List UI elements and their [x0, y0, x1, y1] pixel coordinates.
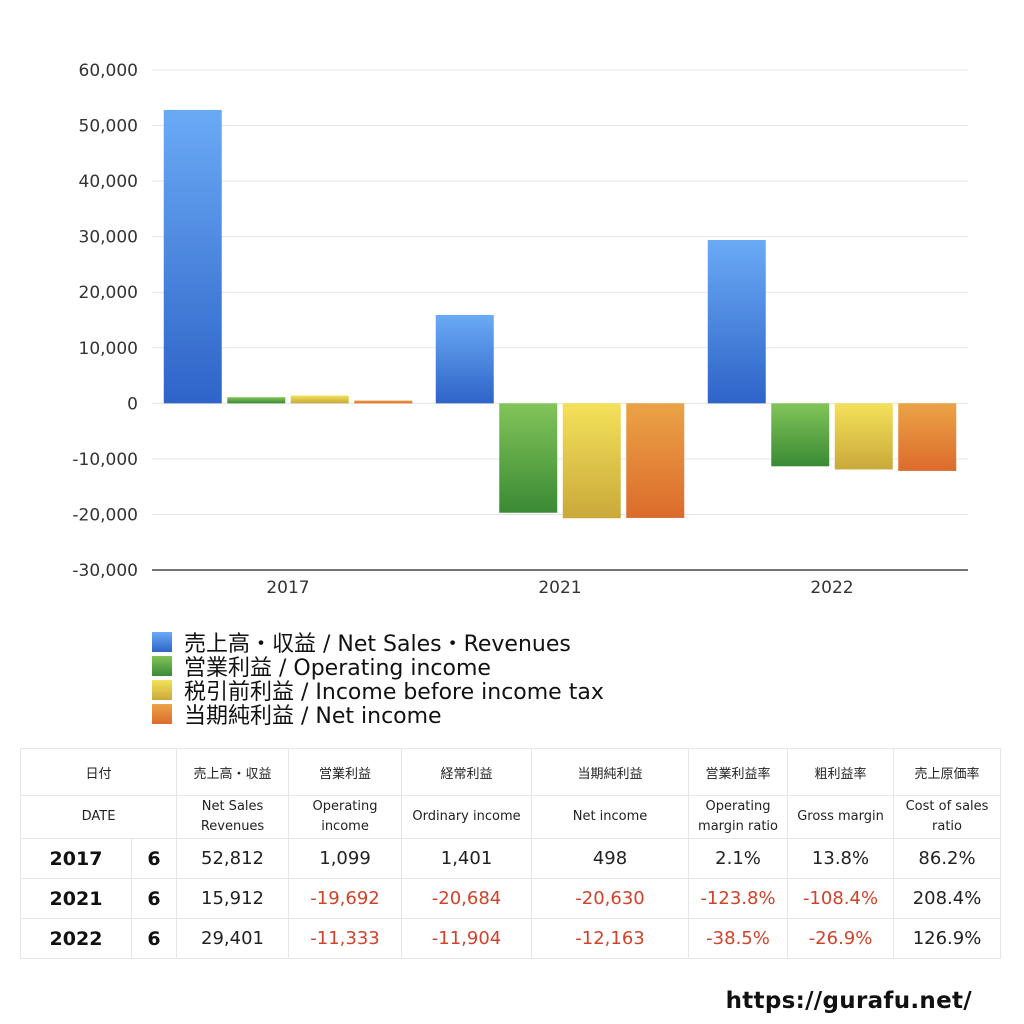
row-month: 6 — [130, 918, 178, 959]
y-tick-label: 10,000 — [79, 339, 138, 359]
y-tick-label: 40,000 — [79, 172, 138, 192]
bar-2022-series-0 — [707, 239, 766, 404]
legend-label-operating-income: 営業利益 / Operating income — [184, 656, 491, 681]
row-month: 6 — [130, 878, 178, 919]
y-tick-label: 0 — [127, 394, 138, 414]
y-tick-label: 30,000 — [79, 228, 138, 248]
cell-value: -38.5% — [688, 918, 789, 959]
table-row: 2021 6 15,912 -19,692 -20,684 -20,630 -1… — [20, 878, 1002, 919]
cell-value: 13.8% — [787, 838, 895, 879]
header-net-sales-en: Net Sales Revenues — [176, 795, 290, 839]
x-tick-label: 2017 — [266, 578, 309, 598]
table-header-row-en: DATE Net Sales Revenues Operating income O… — [19, 795, 1002, 839]
bar-2021-series-3 — [626, 403, 685, 518]
bar-2022-series-2 — [834, 403, 893, 470]
legend-item-operating-income: 営業利益 / Operating income — [152, 654, 604, 681]
cell-value: -11,333 — [288, 918, 403, 959]
cell-value: -12,163 — [531, 918, 690, 959]
legend-swatch-net-sales — [152, 632, 172, 652]
cell-value: -11,904 — [401, 918, 533, 959]
header-ordinary-income-en: Ordinary income — [401, 795, 533, 839]
row-month: 6 — [130, 838, 178, 879]
y-tick-label: -10,000 — [72, 450, 138, 470]
y-tick-label: 60,000 — [79, 61, 138, 81]
cell-value: 2.1% — [688, 838, 789, 879]
x-axis-tick-labels: 2017 2021 2022 — [266, 578, 853, 598]
row-year: 2021 — [20, 878, 132, 919]
header-gross-margin-jp: 粗利益率 — [787, 748, 895, 796]
cell-value: -123.8% — [688, 878, 789, 919]
x-tick-label: 2022 — [810, 578, 853, 598]
header-date-en: DATE — [19, 795, 178, 839]
header-net-income-en: Net income — [531, 795, 690, 839]
header-operating-income-jp: 営業利益 — [288, 748, 403, 796]
bar-2022-series-3 — [898, 403, 957, 471]
header-operating-margin-jp: 営業利益率 — [688, 748, 789, 796]
header-operating-income-en: Operating income — [288, 795, 403, 839]
chart-legend: 売上高・収益 / Net Sales・Revenues 営業利益 / Opera… — [152, 630, 604, 729]
header-date-jp: 日付 — [19, 748, 178, 796]
y-tick-label: 20,000 — [79, 283, 138, 303]
cell-value: 498 — [531, 838, 690, 879]
header-gross-margin-en: Gross margin — [787, 795, 895, 839]
y-axis-tick-labels: 60,000 50,000 40,000 30,000 20,000 10,000 0 -10… — [72, 61, 138, 581]
header-cost-of-sales-jp: 売上原価率 — [893, 748, 1002, 796]
bar-2017-series-1 — [227, 397, 286, 404]
y-tick-label: 50,000 — [79, 117, 138, 137]
bar-2021-series-1 — [499, 403, 558, 513]
header-ordinary-income-jp: 経常利益 — [401, 748, 533, 796]
cell-value: 1,099 — [288, 838, 403, 879]
financial-table: 日付 売上高・収益 営業利益 経常利益 当期純利益 営業利益率 粗利益率 売上原… — [19, 748, 1002, 959]
legend-item-net-income: 当期純利益 / Net income — [152, 702, 604, 729]
row-year: 2022 — [20, 918, 132, 959]
legend-swatch-operating-income — [152, 656, 172, 676]
cell-value: 126.9% — [893, 918, 1002, 959]
cell-value: 208.4% — [893, 878, 1002, 919]
header-cost-of-sales-en: Cost of sales ratio — [893, 795, 1002, 839]
bars — [163, 109, 957, 519]
row-year: 2017 — [20, 838, 132, 879]
bar-2022-series-1 — [771, 403, 830, 467]
legend-label-net-sales: 売上高・収益 / Net Sales・Revenues — [184, 632, 571, 657]
table-header-row-jp: 日付 売上高・収益 営業利益 経常利益 当期純利益 営業利益率 粗利益率 売上原… — [19, 748, 1002, 796]
bar-chart: 60,000 50,000 40,000 30,000 20,000 10,000 0 -10… — [72, 61, 968, 598]
y-tick-label: -30,000 — [72, 561, 138, 581]
cell-value: 52,812 — [176, 838, 290, 879]
table-row: 2022 6 29,401 -11,333 -11,904 -12,163 -3… — [20, 918, 1002, 959]
cell-value: -108.4% — [787, 878, 895, 919]
bar-2017-series-2 — [290, 395, 349, 404]
legend-swatch-net-income — [152, 704, 172, 724]
cell-value: 15,912 — [176, 878, 290, 919]
grid-lines — [152, 69, 968, 571]
legend-item-income-before-tax: 税引前利益 / Income before income tax — [152, 678, 604, 705]
header-net-sales-jp: 売上高・収益 — [176, 748, 290, 796]
bar-2021-series-2 — [562, 403, 621, 519]
legend-item-net-sales: 売上高・収益 / Net Sales・Revenues — [152, 630, 604, 657]
table-row: 2017 6 52,812 1,099 1,401 498 2.1% 13.8%… — [20, 838, 1002, 879]
legend-label-income-before-tax: 税引前利益 / Income before income tax — [184, 680, 604, 705]
y-tick-label: -20,000 — [72, 505, 138, 525]
bar-2021-series-0 — [435, 314, 494, 404]
cell-value: 29,401 — [176, 918, 290, 959]
cell-value: 1,401 — [401, 838, 533, 879]
cell-value: -20,684 — [401, 878, 533, 919]
x-tick-label: 2021 — [538, 578, 581, 598]
legend-label-net-income: 当期純利益 / Net income — [184, 704, 442, 729]
header-operating-margin-en: Operating margin ratio — [688, 795, 789, 839]
cell-value: -19,692 — [288, 878, 403, 919]
header-net-income-jp: 当期純利益 — [531, 748, 690, 796]
bar-2017-series-0 — [163, 109, 222, 404]
cell-value: 86.2% — [893, 838, 1002, 879]
cell-value: -20,630 — [531, 878, 690, 919]
legend-swatch-income-before-tax — [152, 680, 172, 700]
bar-2017-series-3 — [354, 400, 413, 404]
site-url: https://gurafu.net/ — [725, 988, 972, 1014]
cell-value: -26.9% — [787, 918, 895, 959]
